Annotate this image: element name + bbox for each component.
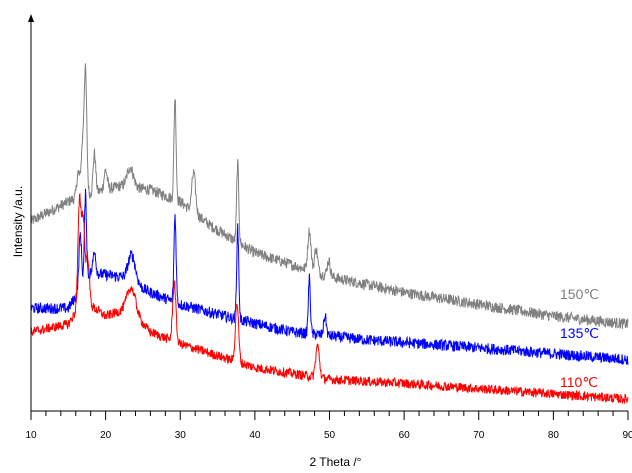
x-tick-label: 70	[473, 430, 485, 441]
series-label-135c: 135℃	[560, 325, 599, 341]
series-label-110c: 110℃	[560, 374, 598, 390]
label-layer: 2 Theta /° Intensity /a.u. 150℃ 135℃ 110…	[11, 186, 599, 469]
series-line-1	[30, 188, 629, 365]
x-axis-label: 2 Theta /°	[310, 455, 362, 469]
axis-layer: 10 20 30 40 50 60 70 80 90	[25, 14, 632, 441]
x-tick-label: 60	[399, 430, 411, 441]
x-tick-label: 50	[324, 430, 336, 441]
x-tick-label: 30	[175, 430, 187, 441]
x-tick-label: 10	[25, 430, 37, 441]
series-line-0	[30, 63, 629, 329]
y-axis-label: Intensity /a.u.	[11, 186, 25, 257]
series-layer	[30, 63, 629, 405]
series-line-2	[30, 192, 629, 405]
x-tick-label: 20	[100, 430, 112, 441]
x-tick-label: 90	[622, 430, 632, 441]
x-ticks: 10 20 30 40 50 60 70 80 90	[25, 411, 632, 441]
x-tick-label: 80	[548, 430, 560, 441]
x-tick-label: 40	[249, 430, 261, 441]
y-axis-arrow	[28, 14, 34, 22]
series-label-150c: 150℃	[560, 286, 599, 302]
